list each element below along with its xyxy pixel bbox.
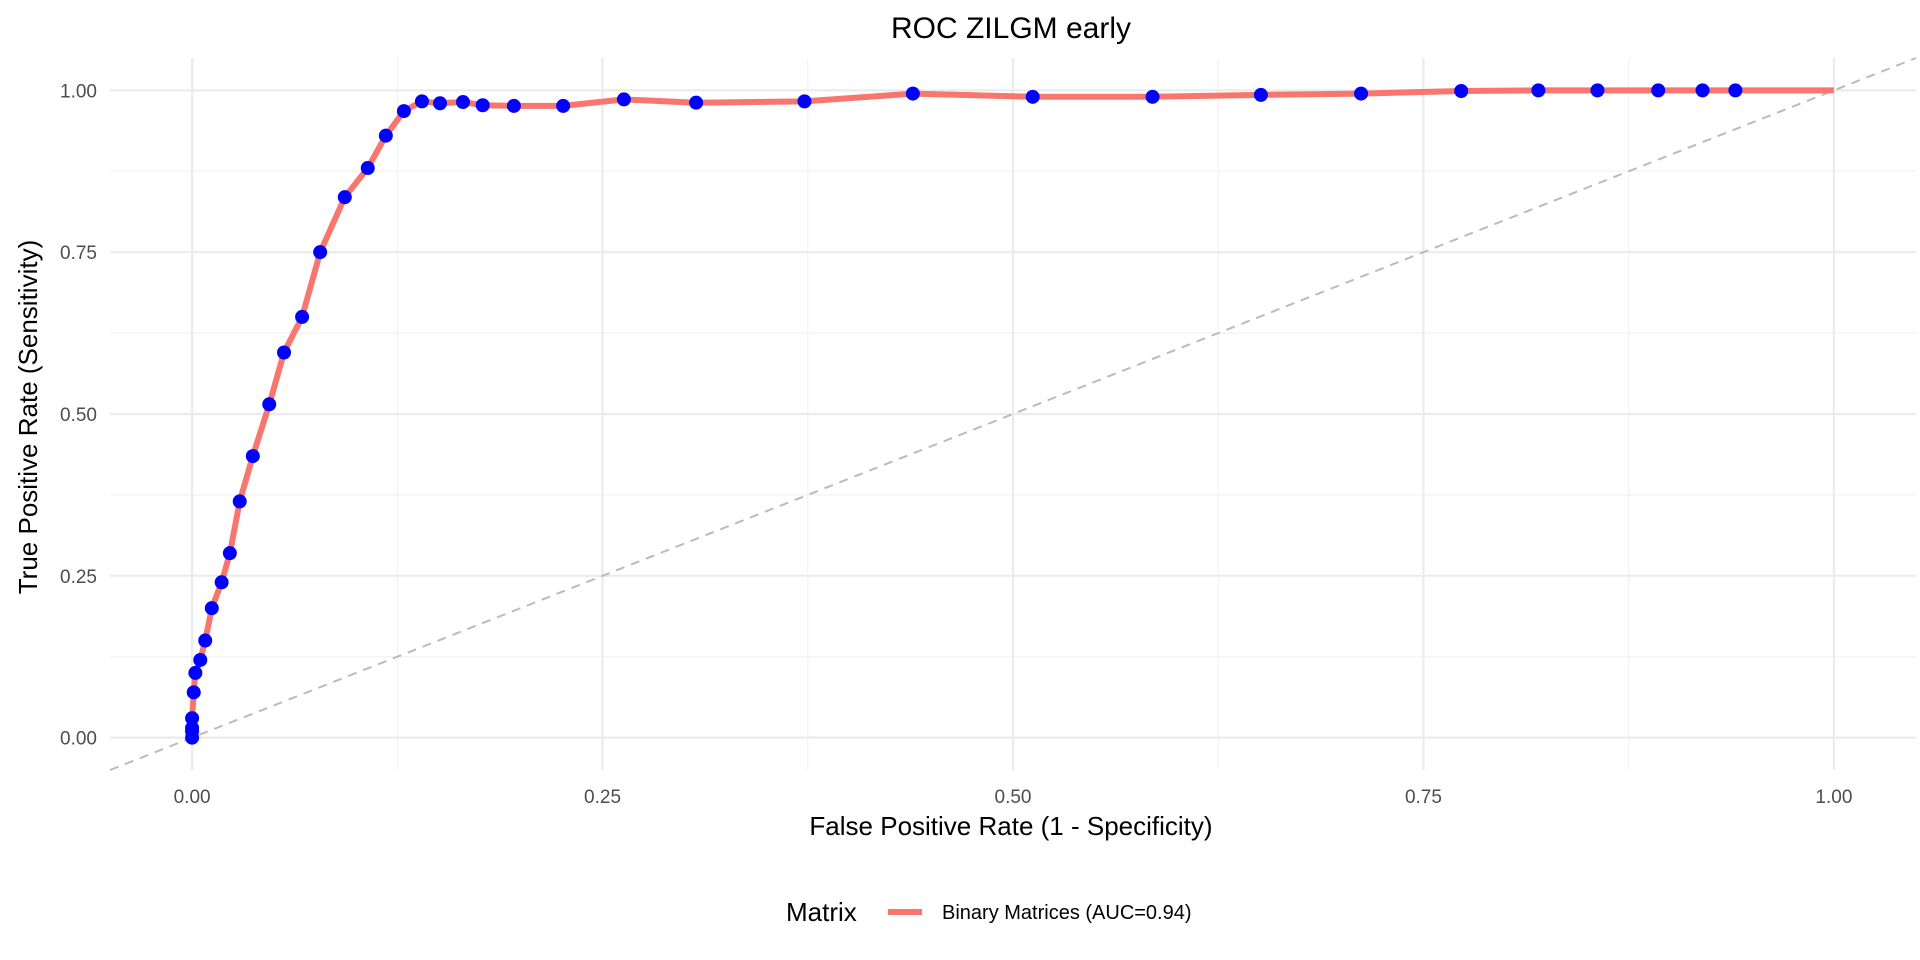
roc-data-point	[1454, 84, 1469, 99]
roc-data-point	[433, 96, 448, 111]
x-tick-label: 0.00	[174, 787, 211, 808]
roc-data-point	[185, 711, 200, 726]
roc-data-point	[797, 94, 812, 109]
x-tick-label: 0.50	[995, 787, 1032, 808]
roc-data-point	[198, 633, 213, 648]
y-tick-labels: 0.00 0.25 0.50 0.75 1.00	[60, 81, 97, 749]
y-tick-label: 0.50	[60, 405, 97, 426]
roc-data-point	[1590, 83, 1605, 98]
reference-layer	[109, 57, 1917, 771]
roc-data-point	[360, 161, 375, 176]
grid-layer	[110, 58, 1916, 770]
y-tick-label: 1.00	[60, 81, 97, 102]
roc-data-point	[1651, 83, 1666, 98]
roc-data-point	[222, 546, 237, 561]
roc-data-point	[414, 94, 429, 109]
roc-data-point	[1354, 86, 1369, 101]
reference-diagonal-line	[109, 57, 1917, 771]
roc-data-point	[295, 309, 310, 324]
roc-data-point	[186, 685, 201, 700]
roc-data-point	[262, 397, 277, 412]
chart-title: ROC ZILGM early	[891, 12, 1131, 45]
y-tick-label: 0.75	[60, 243, 97, 264]
points-layer	[185, 83, 1743, 745]
roc-data-point	[188, 665, 203, 680]
roc-data-point	[337, 190, 352, 205]
roc-data-point	[396, 104, 411, 119]
roc-data-point	[1253, 87, 1268, 102]
roc-data-point	[689, 95, 704, 110]
y-axis-title: True Positive Rate (Sensitivity)	[13, 240, 43, 594]
roc-data-point	[277, 345, 292, 360]
x-axis-title: False Positive Rate (1 - Specificity)	[809, 811, 1212, 841]
roc-data-point	[378, 128, 393, 143]
roc-data-point	[1728, 83, 1743, 98]
roc-data-point	[245, 449, 260, 464]
roc-data-point	[616, 92, 631, 107]
x-tick-label: 0.25	[584, 787, 621, 808]
y-tick-label: 0.25	[60, 567, 97, 588]
roc-data-point	[1695, 83, 1710, 98]
roc-data-point	[1531, 83, 1546, 98]
roc-data-point	[313, 245, 328, 260]
roc-data-point	[214, 575, 229, 590]
legend: Matrix Binary Matrices (AUC=0.94)	[786, 897, 1192, 927]
roc-data-point	[204, 601, 219, 616]
roc-data-point	[1145, 89, 1160, 104]
roc-data-point	[232, 494, 247, 509]
roc-data-point	[905, 86, 920, 101]
x-tick-label: 0.75	[1405, 787, 1442, 808]
roc-data-point	[506, 98, 521, 113]
roc-data-point	[1025, 89, 1040, 104]
roc-data-point	[185, 720, 200, 735]
x-tick-labels: 0.00 0.25 0.50 0.75 1.00	[174, 787, 1853, 808]
roc-data-point	[455, 95, 470, 110]
roc-data-point	[475, 98, 490, 113]
roc-data-point	[193, 652, 208, 667]
x-tick-label: 1.00	[1815, 787, 1852, 808]
legend-title: Matrix	[786, 897, 857, 927]
legend-label: Binary Matrices (AUC=0.94)	[942, 902, 1192, 924]
y-tick-label: 0.00	[60, 729, 97, 750]
roc-data-point	[556, 98, 571, 113]
